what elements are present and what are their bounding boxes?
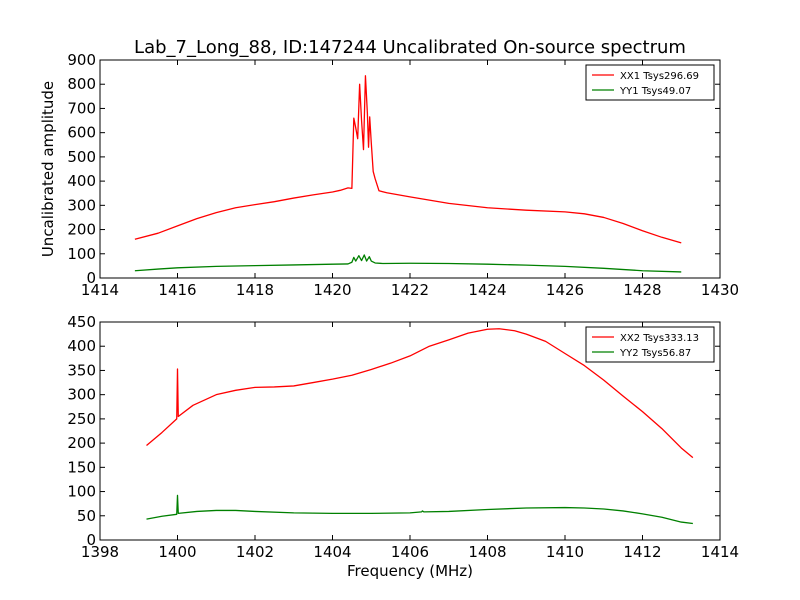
y-tick-label: 400 [67, 172, 96, 190]
legend-label: YY1 Tsys49.07 [619, 86, 691, 97]
y-tick-label: 900 [67, 51, 96, 69]
y-tick-label: 250 [67, 410, 96, 428]
subplot-1: 1414 1416 1418 1420 1422 1424 1426 1428 1430 0 100… [67, 51, 739, 299]
y-tick-label: 400 [67, 337, 96, 355]
legend: XX2 Tsys333.13 YY2 Tsys56.87 [585, 326, 715, 363]
y-tick-label: 100 [67, 483, 96, 501]
x-tick-label: 1404 [313, 543, 351, 561]
y-tick-label: 300 [67, 196, 96, 214]
y-tick-label: 300 [67, 386, 96, 404]
y-tick-label: 600 [67, 124, 96, 142]
series-line-2-2 [146, 494, 693, 525]
series-line-1-2 [134, 254, 682, 273]
legend-label: XX2 Tsys333.13 [620, 333, 699, 344]
x-tick-label: 1414 [701, 543, 739, 561]
legend-label: YY2 Tsys56.87 [619, 348, 691, 359]
y-tick-label: 100 [67, 245, 96, 263]
x-tick-label: 1398 [81, 543, 119, 561]
x-tick-label: 1406 [391, 543, 429, 561]
y-tick-label: 0 [86, 531, 96, 549]
x-tick-label: 1430 [701, 281, 739, 299]
figure-title: Lab_7_Long_88, ID:147244 Uncalibrated On… [134, 37, 686, 58]
x-tick-label: 1420 [313, 281, 351, 299]
x-axis-label: Frequency (MHz) [347, 562, 473, 580]
legend-box [585, 326, 715, 363]
y-tick-label: 700 [67, 99, 96, 117]
x-tick-label: 1410 [546, 543, 584, 561]
x-tick-label: 1402 [236, 543, 274, 561]
y-tick-label: 500 [67, 148, 96, 166]
subplots: 1414 1416 1418 1420 1422 1424 1426 1428 1430 0 100… [67, 51, 739, 561]
y-tick-label: 800 [67, 75, 96, 93]
x-tick-label: 1428 [623, 281, 661, 299]
legend-label: XX1 Tsys296.69 [620, 71, 699, 82]
y-tick-label: 200 [67, 221, 96, 239]
x-tick-label: 1422 [391, 281, 429, 299]
subplot-2: 1398 1400 1402 1404 1406 1408 1410 1412 1414 0 50 1… [67, 313, 739, 561]
series-line-2-1 [146, 328, 694, 459]
y-tick-label: 350 [67, 361, 96, 379]
y-tick-label: 150 [67, 458, 96, 476]
y-tick-label: 50 [77, 507, 96, 525]
x-tick-label: 1424 [468, 281, 506, 299]
y-tick-label: 0 [86, 269, 96, 287]
x-tick-label: 1412 [623, 543, 661, 561]
x-tick-label: 1414 [81, 281, 119, 299]
legend: XX1 Tsys296.69 YY1 Tsys49.07 [585, 64, 715, 101]
x-tick-label: 1426 [546, 281, 584, 299]
x-tick-label: 1416 [158, 281, 196, 299]
x-tick-label: 1408 [468, 543, 506, 561]
legend-box [585, 64, 715, 101]
x-tick-label: 1400 [158, 543, 196, 561]
series-line-1-1 [134, 75, 682, 244]
x-tick-label: 1418 [236, 281, 274, 299]
y-axis-label: Uncalibrated amplitude [39, 81, 57, 257]
y-tick-label: 450 [67, 313, 96, 331]
y-tick-label: 200 [67, 434, 96, 452]
